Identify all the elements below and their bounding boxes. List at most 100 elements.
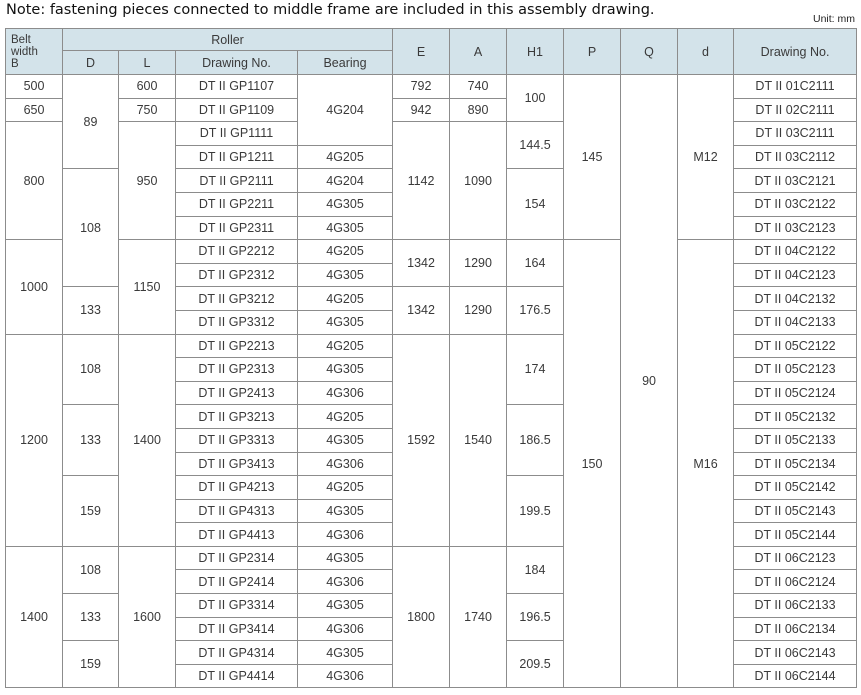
table-cell: DT II 03C2111 [733,121,858,146]
table-row: 133 DT II GP3314 4G305 196.5 DT II 06C2133 [6,593,858,642]
table-cell: DT II 06C2123 [733,545,858,571]
table-cell: 750 [118,97,176,123]
table-cell: 1540 [449,333,508,547]
table-body: 500 89 600 DT II GP1107 4G204 792 740 100 145 90 M… [5,73,858,689]
table-row: 159 DT II GP4213 4G205 199.5 DT II 05C2142 [6,475,858,547]
table-cell: M16 [677,239,735,689]
table-cell: 1342 [392,286,451,335]
table-cell: 4G205 [296,239,394,264]
table-cell: 108 [62,333,119,406]
table-cell: DT II GP3312 [175,309,298,335]
table-cell: DT II GP3413 [175,451,298,477]
table-cell: DT II GP2213 [175,333,298,359]
table-cell: DT II 02C2111 [733,97,858,123]
table-row: DT II GP3413 4G306 DT II 05C2134 [6,451,858,477]
table-cell: DT II 06C2124 [733,569,858,595]
table-row: DT II GP2413 4G306 DT II 05C2124 [6,380,858,406]
table-cell: DT II 05C2144 [733,522,858,547]
table-cell: 4G305 [296,593,394,618]
table-cell: DT II GP3314 [175,593,298,618]
table-cell: 4G305 [296,545,394,571]
table-cell: 186.5 [506,404,565,477]
table-cell: DT II GP1111 [175,121,298,146]
table-cell: 4G306 [296,380,394,406]
table-cell: DT II GP2313 [175,357,298,382]
table-cell: DT II GP3313 [175,427,298,453]
table-row: DT II GP4413 4G306 DT II 05C2144 [6,522,858,547]
table-cell: DT II 01C2111 [733,74,858,99]
table-cell: 4G305 [296,215,394,241]
table-cell: 209.5 [506,640,565,689]
table-cell: 150 [563,239,622,689]
table-cell: DT II 05C2132 [733,404,858,429]
table-cell: 1150 [118,239,176,335]
table-cell: DT II 04C2132 [733,286,858,311]
table-cell: DT II GP3414 [175,616,298,642]
table-cell: DT II GP1107 [175,74,298,99]
unit-label: Unit: mm [813,13,855,25]
table-row: DT II GP2312 4G305 DT II 04C2123 [6,262,858,288]
table-cell: M12 [677,73,735,241]
table-cell: 4G204 [296,168,394,193]
table-cell: DT II GP2211 [175,191,298,217]
table-row: 650 750 DT II GP1109 942 890 DT II 02C2111 [5,97,858,123]
table-cell: DT II GP3213 [175,404,298,429]
header-roller-drawing-no: Drawing No. [175,50,298,75]
table-row: DT II GP2313 4G305 DT II 05C2123 [6,357,858,382]
table-cell: 500 [5,74,63,99]
table-row: 500 89 600 DT II GP1107 4G204 792 740 100 145 90 M… [5,73,858,689]
table-cell: 1142 [392,121,451,241]
table-row: DT II GP2414 4G306 DT II 06C2124 [6,569,858,595]
table-cell: 942 [392,97,451,123]
header-p: P [563,28,622,75]
table-cell: 4G205 [296,333,394,359]
table-cell: DT II 06C2143 [733,640,858,665]
header-row-2: D L Drawing No. Bearing [6,50,857,75]
table-cell: 4G204 [296,74,394,146]
table-cell: DT II GP2311 [175,215,298,241]
table-cell: 600 [118,74,176,99]
table-cell: 4G305 [296,498,394,524]
table-cell: DT II 05C2143 [733,498,858,524]
table-cell: 4G306 [296,616,394,642]
header-roller: Roller [61,28,394,51]
header-row-1: Belt width B Roller E A H1 P Q d Drawing… [5,28,858,75]
table-row: 1200 108 1400 DT II GP2213 4G205 1592 1540 174 D… [5,333,858,547]
header-roller-bearing: Bearing [296,50,394,75]
table-cell: 800 [5,121,63,241]
table-cell: 4G305 [296,640,394,665]
table-cell: 164 [506,239,565,288]
table-cell: 90 [620,73,679,689]
table-cell: 89 [62,73,119,170]
table-cell: DT II 04C2123 [733,262,858,288]
table-cell: DT II GP4413 [175,522,298,547]
table-cell: 159 [62,640,119,689]
table-cell: 4G306 [296,451,394,477]
table-row: DT II GP3313 4G305 DT II 05C2133 [6,427,858,453]
table-cell: 1290 [449,239,508,288]
table-cell: DT II 05C2122 [733,333,858,359]
table-cell: 145 [563,73,622,241]
table-cell: DT II GP1109 [175,97,298,123]
table-cell: 100 [506,73,565,123]
table-cell: 4G306 [296,663,394,689]
table-row: DT II GP3312 4G305 DT II 04C2133 [6,309,858,335]
table-cell: 1400 [5,545,63,689]
table-cell: 4G205 [296,144,394,170]
table-cell: 133 [62,404,119,477]
table-cell: DT II GP2314 [175,545,298,571]
header-h1: H1 [506,28,565,75]
table-cell: 176.5 [506,286,565,335]
table-cell: DT II 05C2124 [733,380,858,406]
table-cell: DT II 03C2121 [733,168,858,193]
header-a: A [449,28,508,75]
table-row: 1000 1150 DT II GP2212 4G205 1342 1290 164 150 M… [5,239,858,689]
table-cell: DT II GP2414 [175,569,298,595]
table-cell: 1400 [118,333,176,547]
table-cell: 144.5 [506,121,565,170]
table-cell: 4G305 [296,309,394,335]
table-cell: 4G305 [296,191,394,217]
table-cell: 4G306 [296,522,394,547]
header-d-bolt: d [677,28,735,75]
table-cell: DT II 06C2134 [733,616,858,642]
